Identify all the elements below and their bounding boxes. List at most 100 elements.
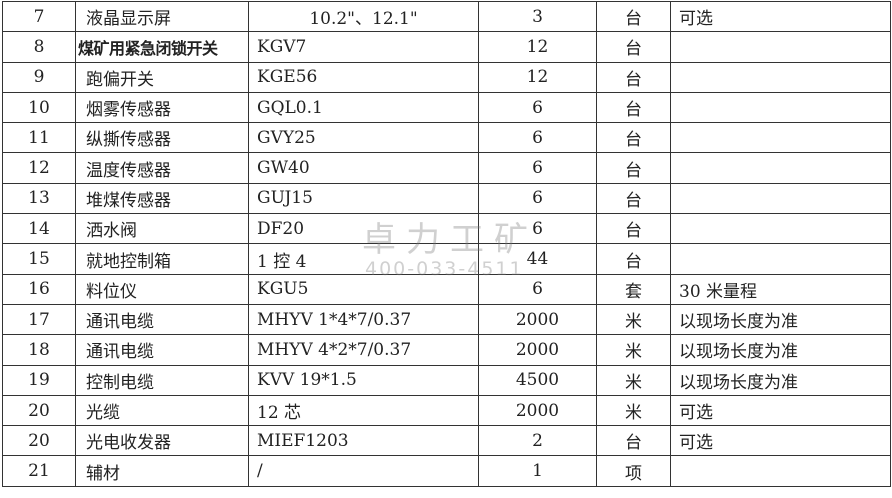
cell-unit: 台: [596, 122, 671, 154]
cell-unit: 米: [596, 303, 671, 336]
table-row: 14 洒水阀 DF20 6 台: [2, 213, 891, 245]
table-row: 21 辅材/1 项: [2, 455, 891, 487]
cell-unit: 台: [596, 91, 671, 124]
cell-model: GVY25: [248, 122, 479, 154]
cell-unit: 台: [596, 425, 671, 457]
cell-remark: [670, 182, 891, 215]
cell-qty: 12: [478, 61, 597, 93]
cell-model: DF20: [248, 213, 479, 245]
cell-qty: 6: [478, 152, 597, 184]
cell-no: 17: [2, 303, 76, 336]
cell-qty: 3: [478, 0, 597, 33]
cell-model: MHYV 1*4*7/0.37: [248, 303, 479, 336]
cell-unit: 台: [596, 31, 671, 63]
cell-name: 纵撕传感器: [75, 122, 249, 154]
cell-qty: 44: [478, 243, 597, 275]
cell-model: KVV 19*1.5: [248, 364, 479, 396]
cell-no: 21: [2, 455, 76, 487]
cell-remark: [670, 91, 891, 124]
cell-qty: 6: [478, 91, 597, 124]
cell-remark: [670, 152, 891, 184]
cell-remark: 以现场长度为准: [670, 334, 891, 366]
cell-name: 液晶显示屏: [75, 0, 249, 33]
cell-unit: 台: [596, 152, 671, 184]
cell-model: GW40: [248, 152, 479, 184]
table-row: 20 光电收发器 MIEF1203 2 台可选: [2, 425, 891, 457]
cell-unit: 台: [596, 213, 671, 245]
cell-name: 堆煤传感器: [75, 182, 249, 215]
cell-model: 10.2"、12.1": [248, 0, 479, 33]
cell-remark: [670, 61, 891, 93]
cell-no: 12: [2, 152, 76, 184]
cell-remark: 30 米量程: [670, 273, 891, 305]
cell-name: 烟雾传感器: [75, 91, 249, 124]
cell-unit: 台: [596, 0, 671, 33]
cell-no: 20: [2, 394, 76, 427]
cell-model: 12 芯: [248, 394, 479, 427]
cell-name: 温度传感器: [75, 152, 249, 184]
table-row: 20 光缆 12 芯 2000 米可选: [2, 394, 891, 427]
table-row: 8 煤矿用紧急闭锁开关 KGV7 12 台: [2, 31, 891, 63]
cell-name: 跑偏开关: [75, 61, 249, 93]
cell-remark: 可选: [670, 394, 891, 427]
table-row: 16 料位仪 KGU5 6 套 30 米量程: [2, 273, 891, 305]
cell-remark: 可选: [670, 425, 891, 457]
cell-unit: 台: [596, 61, 671, 93]
cell-model: GQL0.1: [248, 91, 479, 124]
cell-no: 18: [2, 334, 76, 366]
cell-qty: 2000: [478, 334, 597, 366]
cell-no: 14: [2, 213, 76, 245]
cell-qty: 2: [478, 425, 597, 457]
cell-model: KGU5: [248, 273, 479, 305]
table-row: 13 堆煤传感器 GUJ15 6 台: [2, 182, 891, 215]
cell-no: 13: [2, 182, 76, 215]
cell-qty: 2000: [478, 303, 597, 336]
cell-qty: 12: [478, 31, 597, 63]
cell-remark: [670, 122, 891, 154]
cell-name: 料位仪: [75, 273, 249, 305]
cell-qty: 6: [478, 273, 597, 305]
table-row: 9 跑偏开关 KGE56 12 台: [2, 61, 891, 93]
cell-unit: 台: [596, 182, 671, 215]
cell-name: 辅材: [75, 455, 249, 487]
cell-no: 15: [2, 243, 76, 275]
cell-name: 光电收发器: [75, 425, 249, 457]
cell-model: MHYV 4*2*7/0.37: [248, 334, 479, 366]
table-row: 15 就地控制箱 1 控 4 44 台: [2, 243, 891, 275]
cell-model: 1 控 4: [248, 243, 479, 275]
cell-no: 19: [2, 364, 76, 396]
cell-model: MIEF1203: [248, 425, 479, 457]
cell-name: 洒水阀: [75, 213, 249, 245]
cell-model: GUJ15: [248, 182, 479, 215]
cell-remark: [670, 213, 891, 245]
cell-name: 通讯电缆: [75, 303, 249, 336]
cell-no: 11: [2, 122, 76, 154]
cell-qty: 2000: [478, 394, 597, 427]
cell-qty: 1: [478, 455, 597, 487]
table-row: 17 通讯电缆 MHYV 1*4*7/0.37 2000 米以现场长度为准: [2, 303, 891, 336]
cell-remark: [670, 243, 891, 275]
cell-no: 9: [2, 61, 76, 93]
table-row: 11 纵撕传感器 GVY25 6 台: [2, 122, 891, 154]
table-row: 7 液晶显示屏 10.2"、12.1" 3 台可选: [2, 0, 891, 33]
cell-qty: 6: [478, 182, 597, 215]
table-row: 18 通讯电缆 MHYV 4*2*7/0.37 2000 米以现场长度为准: [2, 334, 891, 366]
equipment-table: 7 液晶显示屏 10.2"、12.1" 3 台可选 8 煤矿用紧急闭锁开关 KGV7 12 台 9 跑…: [2, 0, 891, 487]
cell-qty: 6: [478, 122, 597, 154]
cell-model: KGE56: [248, 61, 479, 93]
cell-no: 16: [2, 273, 76, 305]
cell-remark: 以现场长度为准: [670, 303, 891, 336]
cell-unit: 台: [596, 243, 671, 275]
cell-unit: 米: [596, 394, 671, 427]
cell-no: 7: [2, 0, 76, 33]
cell-model: KGV7: [248, 31, 479, 63]
cell-name: 光缆: [75, 394, 249, 427]
cell-remark: 可选: [670, 0, 891, 33]
cell-name: 煤矿用紧急闭锁开关: [75, 31, 249, 63]
table-row: 19 控制电缆 KVV 19*1.5 4500 米以现场长度为准: [2, 364, 891, 396]
cell-model: /: [248, 455, 479, 487]
cell-remark: [670, 31, 891, 63]
cell-name: 通讯电缆: [75, 334, 249, 366]
table-row: 10 烟雾传感器 GQL0.1 6 台: [2, 91, 891, 124]
table-row: 12 温度传感器 GW40 6 台: [2, 152, 891, 184]
